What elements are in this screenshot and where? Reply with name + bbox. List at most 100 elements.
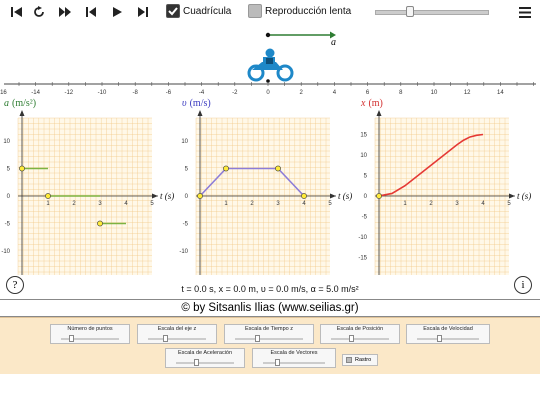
menu-icon[interactable] bbox=[516, 3, 534, 21]
graph-background bbox=[375, 118, 509, 275]
info-button[interactable]: i bbox=[514, 276, 532, 294]
control-slider-thumb[interactable] bbox=[69, 335, 74, 342]
graphs-area: a (m/s²) t (s) 10 5 0 -5 -10 1 2 3 4 5 υ (m/s) t (s) 10 5… bbox=[1, 98, 531, 275]
control-slider-thumb[interactable] bbox=[437, 335, 442, 342]
x-tick-label: 2 bbox=[72, 201, 76, 207]
control-label: Escala de Aceleración bbox=[177, 350, 233, 356]
graph-grid bbox=[195, 117, 330, 275]
status-readout: t = 0.0 s, x = 0.0 m, υ = 0.0 m/s, α = 5… bbox=[181, 284, 359, 294]
axis-tick-label: 4 bbox=[333, 90, 337, 96]
reset-icon[interactable] bbox=[30, 3, 48, 21]
data-point bbox=[301, 193, 307, 199]
graph-pos: x (m) t (s) 15 10 5 0 -5 -10 -15 1 2 3 4 5 bbox=[358, 98, 531, 275]
axis-tick-label: -4 bbox=[199, 90, 205, 96]
y-tick-label: 5 bbox=[364, 174, 368, 180]
x-tick-label: 1 bbox=[46, 201, 50, 207]
y-tick-label: -10 bbox=[1, 249, 10, 255]
axis-tick-label: 0 bbox=[266, 90, 270, 96]
skip-back-icon[interactable] bbox=[82, 3, 100, 21]
graph-background bbox=[196, 118, 330, 275]
axis-tick-label: -2 bbox=[232, 90, 238, 96]
x-axis-label: t (s) bbox=[160, 191, 174, 201]
acceleration-label: a bbox=[331, 37, 336, 48]
help-button[interactable]: ? bbox=[6, 276, 24, 294]
x-axis-label: t (s) bbox=[517, 191, 531, 201]
speed-slider-track[interactable] bbox=[375, 10, 489, 15]
trail-label: Rastro bbox=[355, 357, 372, 363]
y-tick-label: -5 bbox=[183, 222, 189, 228]
control-label: Escala del eje z bbox=[157, 326, 197, 332]
motorcycle-marker bbox=[266, 79, 270, 83]
data-point bbox=[376, 193, 382, 199]
axis-tick-label: 6 bbox=[366, 90, 370, 96]
grid-checkbox[interactable] bbox=[166, 4, 180, 18]
control-slider-thumb[interactable] bbox=[349, 335, 354, 342]
control-label: Escala de Posición bbox=[336, 326, 384, 332]
y-tick-label: -10 bbox=[179, 249, 188, 255]
grid-label: Cuadrícula bbox=[183, 6, 232, 17]
x-tick-label: 3 bbox=[455, 201, 459, 207]
control-slider-thumb[interactable] bbox=[275, 359, 280, 366]
y-tick-label: -15 bbox=[358, 256, 367, 262]
vector-origin bbox=[265, 32, 271, 38]
y-tick-label: 10 bbox=[181, 139, 188, 145]
y-tick-label: 10 bbox=[360, 153, 367, 159]
y-tick-label: -5 bbox=[5, 222, 11, 228]
data-point bbox=[45, 193, 51, 199]
fast-forward-icon[interactable] bbox=[56, 3, 74, 21]
x-tick-label: 4 bbox=[124, 201, 128, 207]
skip-forward-icon[interactable] bbox=[134, 3, 152, 21]
axis-tick-label: -6 bbox=[166, 90, 172, 96]
play-icon[interactable] bbox=[108, 3, 126, 21]
control-label: Escala de Velocidad bbox=[423, 326, 473, 332]
y-tick-label: -5 bbox=[362, 215, 368, 221]
x-axis-arrow bbox=[509, 193, 515, 199]
graph-title-var: υ bbox=[182, 98, 187, 109]
control-label: Escala de Tiempo z bbox=[245, 326, 293, 332]
toolbar: Cuadrícula Reproducción lenta bbox=[0, 0, 540, 24]
x-tick-label: 3 bbox=[98, 201, 102, 207]
trail-checkbox-box[interactable] bbox=[346, 357, 352, 363]
control-slider-thumb[interactable] bbox=[194, 359, 199, 366]
speed-slider-thumb[interactable] bbox=[406, 6, 414, 17]
data-point bbox=[197, 193, 203, 199]
control-num-points[interactable]: Número de puntos bbox=[50, 324, 130, 344]
graph-title-unit: (m/s) bbox=[190, 98, 211, 109]
y-axis-arrow bbox=[197, 110, 203, 116]
motorcycle-icon[interactable] bbox=[247, 48, 294, 82]
x-tick-label: 2 bbox=[429, 201, 433, 207]
axis-tick-label: -16 bbox=[0, 90, 7, 96]
y-tick-label: 10 bbox=[3, 139, 10, 145]
graph-title: υ (m/s) bbox=[182, 98, 211, 109]
y-tick-label: 0 bbox=[185, 194, 189, 200]
control-vector-scale[interactable]: Escala de Vectores bbox=[252, 348, 336, 368]
trail-checkbox[interactable]: Rastro bbox=[342, 354, 378, 366]
graph-grid bbox=[374, 117, 509, 275]
x-axis-arrow bbox=[152, 193, 158, 199]
axis-tick-label: -10 bbox=[98, 90, 107, 96]
slow-motion-checkbox[interactable] bbox=[248, 4, 262, 18]
control-slider-thumb[interactable] bbox=[255, 335, 260, 342]
x-tick-label: 2 bbox=[250, 201, 254, 207]
x-tick-label: 5 bbox=[328, 201, 332, 207]
control-slider-thumb[interactable] bbox=[163, 335, 168, 342]
y-tick-label: 5 bbox=[7, 167, 11, 173]
series-line bbox=[199, 167, 305, 197]
data-point bbox=[275, 165, 281, 172]
x-axis-label: t (s) bbox=[338, 191, 352, 201]
control-axis-scale[interactable]: Escala del eje z bbox=[137, 324, 217, 344]
y-axis-arrow bbox=[376, 110, 382, 116]
control-accel-scale[interactable]: Escala de Aceleración bbox=[165, 348, 245, 368]
step-back-icon[interactable] bbox=[8, 3, 26, 21]
axis-tick-label: 10 bbox=[431, 90, 438, 96]
graph-title: x (m) bbox=[360, 98, 383, 109]
axis-tick-label: -12 bbox=[64, 90, 73, 96]
control-time-scale[interactable]: Escala de Tiempo z bbox=[224, 324, 314, 344]
axis-tick-label: 8 bbox=[399, 90, 403, 96]
control-position-scale[interactable]: Escala de Posición bbox=[320, 324, 400, 344]
x-tick-label: 3 bbox=[276, 201, 280, 207]
position-axis-ticks: -16 -14 -12 -10 -8 -6 -4 -2 0 2 4 6 8 10 12 14 bbox=[0, 82, 534, 96]
y-tick-label: 0 bbox=[7, 194, 11, 200]
graph-title: a (m/s²) bbox=[4, 98, 36, 109]
control-velocity-scale[interactable]: Escala de Velocidad bbox=[406, 324, 490, 344]
